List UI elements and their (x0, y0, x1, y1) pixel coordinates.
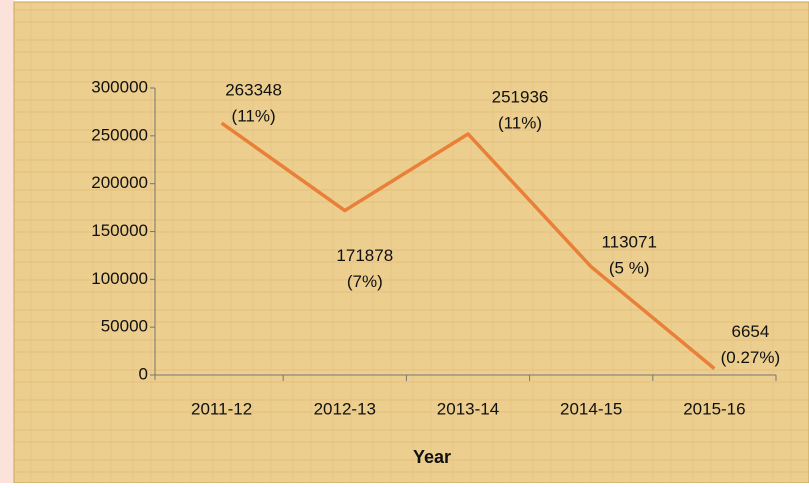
y-tick-label: 0 (139, 364, 148, 383)
y-tick-label: 250000 (91, 125, 148, 144)
data-label: (11%) (498, 113, 542, 132)
data-label: (11%) (232, 107, 276, 126)
y-tick-label: 50000 (101, 317, 148, 336)
y-tick-label: 150000 (91, 221, 148, 240)
data-label: 263348 (225, 81, 282, 100)
y-tick-label: 300000 (91, 77, 148, 96)
x-tick-label: 2011-12 (191, 399, 252, 418)
x-tick-label: 2012-13 (314, 399, 376, 418)
data-label: (7%) (347, 272, 383, 291)
data-label: 6654 (731, 322, 769, 341)
data-label: 113071 (601, 232, 656, 251)
left-strip (0, 0, 14, 483)
x-tick-label: 2013-14 (437, 399, 499, 418)
data-line (220, 121, 716, 370)
data-label: 251936 (492, 87, 549, 106)
y-tick-label: 200000 (91, 173, 148, 192)
x-axis-title: Year (413, 447, 451, 467)
y-tick-label: 100000 (91, 269, 148, 288)
data-label: 171878 (336, 246, 393, 265)
x-tick-label: 2014-15 (560, 399, 622, 418)
data-label: (5 %) (609, 258, 650, 277)
x-tick-label: 2015-16 (683, 399, 745, 418)
plot-background (13, 1, 809, 484)
data-label: (0.27%) (721, 348, 781, 367)
